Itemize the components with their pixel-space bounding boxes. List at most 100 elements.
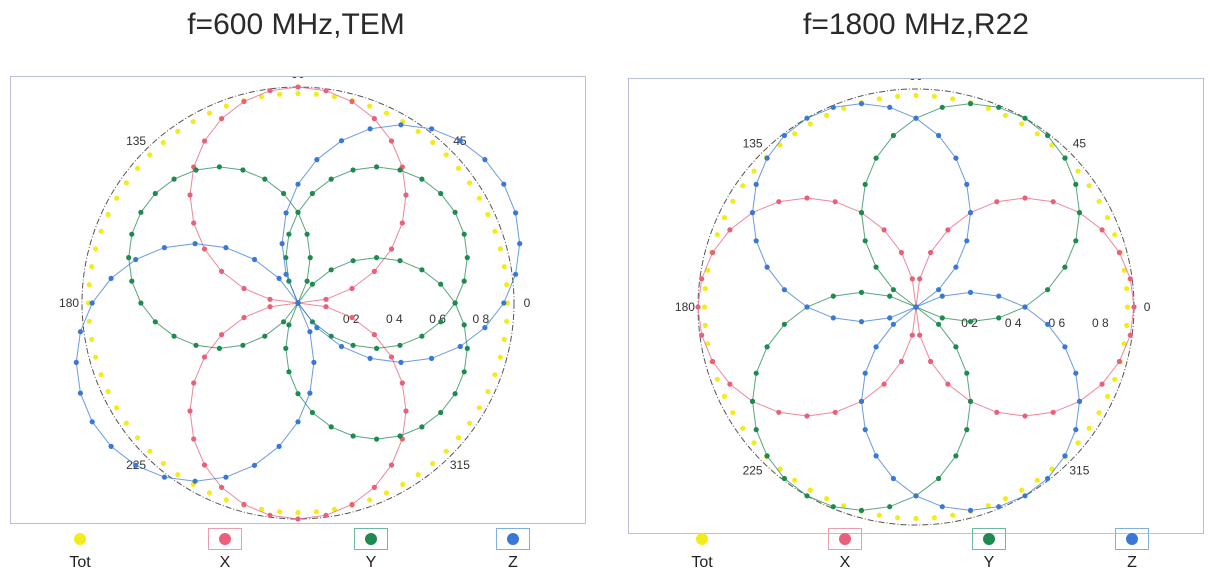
data-point — [77, 329, 83, 335]
data-point — [192, 241, 198, 247]
data-point — [241, 98, 247, 105]
data-point — [781, 287, 787, 293]
data-point — [501, 300, 507, 306]
data-point — [457, 343, 463, 350]
data-point — [138, 300, 144, 306]
data-point — [913, 304, 919, 310]
data-point — [161, 474, 167, 480]
data-point — [415, 128, 421, 134]
legend-swatch-z — [496, 528, 530, 550]
data-point — [443, 448, 449, 454]
angle-tick-label: 90 — [909, 79, 923, 83]
data-point — [504, 300, 511, 306]
data-point — [1050, 199, 1056, 205]
polar-svg-left: 045901351802252703150 20 40 60 8 — [59, 77, 531, 522]
data-point — [751, 168, 757, 174]
data-point — [328, 176, 334, 182]
data-point — [513, 271, 519, 277]
data-point — [890, 287, 896, 293]
legend-item-tot: Tot — [672, 528, 732, 572]
data-point — [953, 344, 959, 350]
data-point — [349, 314, 355, 321]
data-point — [950, 512, 956, 518]
data-point — [776, 199, 782, 205]
data-point — [1022, 304, 1028, 310]
data-point — [241, 314, 247, 321]
data-point — [777, 466, 783, 472]
data-point — [996, 104, 1002, 110]
data-point — [1127, 276, 1133, 282]
data-point — [171, 176, 177, 182]
data-point — [1045, 321, 1051, 327]
data-point — [350, 433, 356, 439]
data-point — [964, 238, 970, 244]
data-point — [262, 176, 268, 182]
data-point — [295, 419, 301, 425]
data-point — [996, 504, 1002, 510]
data-point — [727, 227, 733, 233]
data-point — [936, 321, 942, 327]
data-point — [928, 358, 934, 365]
data-point — [501, 336, 507, 342]
data-point — [824, 496, 830, 502]
data-point — [138, 209, 144, 215]
data-point — [403, 192, 409, 198]
data-point — [126, 255, 132, 261]
data-point — [913, 515, 919, 522]
data-point — [388, 138, 395, 144]
data-point — [939, 293, 945, 299]
data-point — [1002, 496, 1008, 502]
polar-plot-left: 045901351802252703150 20 40 60 8 — [10, 76, 586, 524]
data-point — [419, 267, 425, 273]
data-point — [400, 481, 406, 487]
data-point — [699, 332, 705, 338]
data-point — [429, 126, 435, 132]
data-point — [223, 103, 229, 109]
data-point — [858, 101, 865, 107]
data-point — [206, 110, 213, 116]
legend-item-x: X — [815, 528, 875, 572]
data-point — [764, 155, 770, 161]
data-point — [171, 333, 177, 339]
legend-label-y: Y — [983, 554, 995, 571]
data-point — [501, 264, 507, 270]
series-z — [749, 101, 1083, 513]
data-point — [764, 264, 770, 270]
polar-svg-right: 045901351802252703150 20 40 60 8 — [675, 79, 1151, 533]
legend-swatch-tot — [685, 528, 719, 550]
data-point — [430, 460, 436, 467]
data-point — [1073, 181, 1079, 187]
data-point — [492, 372, 498, 378]
data-point — [804, 304, 810, 310]
data-point — [764, 344, 770, 350]
legend-swatch-tot — [63, 528, 97, 550]
data-point — [1112, 376, 1118, 382]
data-point — [749, 210, 756, 216]
data-point — [267, 296, 273, 302]
data-point — [455, 165, 462, 171]
data-point — [277, 509, 283, 515]
data-point — [397, 433, 403, 439]
angle-tick-label: 180 — [675, 300, 695, 314]
data-point — [895, 515, 901, 521]
legend-label-z: Z — [1127, 554, 1137, 571]
angle-tick-label: 180 — [59, 296, 79, 310]
data-point — [781, 321, 787, 327]
legend-item-z: Z — [483, 528, 543, 572]
data-point — [913, 115, 919, 121]
data-point — [807, 487, 813, 493]
data-point — [206, 490, 213, 496]
chart-title-right: f=1800 MHz,R22 — [803, 8, 1029, 41]
data-point — [1050, 409, 1056, 415]
data-point — [98, 228, 104, 234]
data-point — [295, 509, 301, 516]
data-point — [1099, 227, 1105, 233]
data-point — [1034, 131, 1040, 137]
data-point — [887, 504, 893, 510]
data-point — [192, 478, 198, 484]
data-point — [240, 342, 246, 348]
data-point — [295, 181, 301, 187]
data-point — [331, 94, 337, 100]
data-point — [461, 322, 467, 328]
data-point — [93, 246, 99, 252]
